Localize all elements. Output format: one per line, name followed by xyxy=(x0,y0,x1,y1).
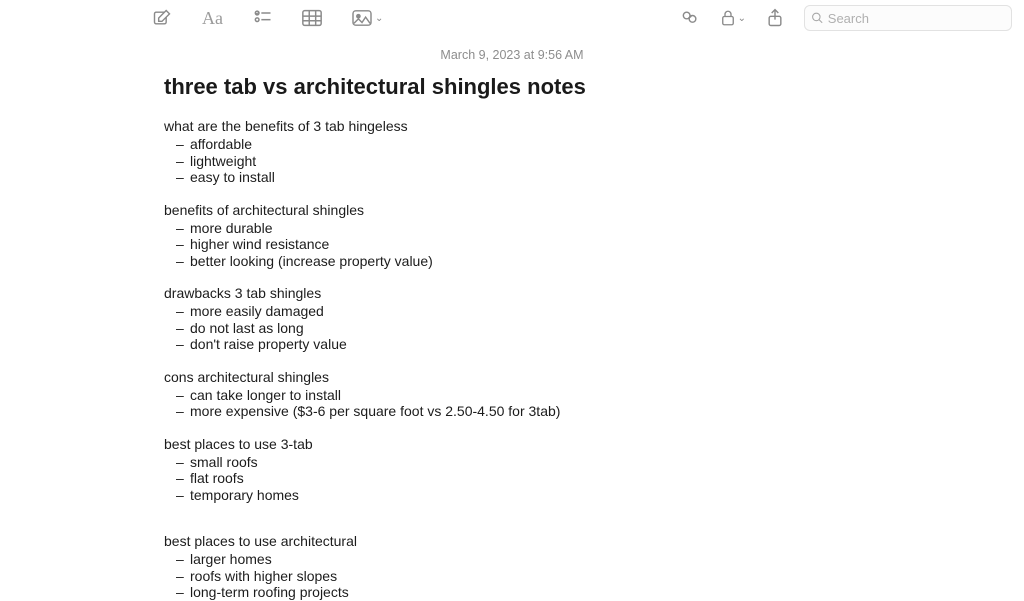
list-item: affordable xyxy=(176,136,860,153)
note-section: best places to use 3-tab small roofsflat … xyxy=(164,436,860,504)
search-input[interactable] xyxy=(828,11,1005,26)
dash-list: larger homesroofs with higher slopeslong… xyxy=(164,551,860,601)
list-item: more durable xyxy=(176,220,860,237)
section-heading: cons architectural shingles xyxy=(164,369,860,385)
dash-list: more easily damageddo not last as longdo… xyxy=(164,303,860,353)
toolbar-right-group: ⌄ xyxy=(680,5,1012,31)
list-item: do not last as long xyxy=(176,320,860,337)
list-item: long-term roofing projects xyxy=(176,584,860,601)
dash-list: small roofsflat roofstemporary homes xyxy=(164,454,860,504)
dash-list: affordablelightweighteasy to install xyxy=(164,136,860,186)
list-item: lightweight xyxy=(176,153,860,170)
toolbar-left-group: Aa ⌄ xyxy=(152,8,383,29)
checklist-icon[interactable] xyxy=(253,8,273,28)
dash-list: more durablehigher wind resistancebetter… xyxy=(164,220,860,270)
chevron-down-icon: ⌄ xyxy=(375,13,383,24)
note-section: what are the benefits of 3 tab hingeless… xyxy=(164,118,860,186)
link-icon[interactable] xyxy=(680,8,700,28)
list-item: higher wind resistance xyxy=(176,236,860,253)
section-heading: drawbacks 3 tab shingles xyxy=(164,285,860,301)
dash-list: can take longer to installmore expensive… xyxy=(164,387,860,420)
list-item: don't raise property value xyxy=(176,336,860,353)
search-icon xyxy=(811,11,824,25)
list-item: more easily damaged xyxy=(176,303,860,320)
list-item: better looking (increase property value) xyxy=(176,253,860,270)
section-heading: best places to use architectural xyxy=(164,533,860,549)
media-icon[interactable]: ⌄ xyxy=(351,9,383,27)
list-item: more expensive ($3-6 per square foot vs … xyxy=(176,403,860,420)
section-heading: benefits of architectural shingles xyxy=(164,202,860,218)
list-item: roofs with higher slopes xyxy=(176,568,860,585)
note-section: drawbacks 3 tab shingles more easily dama… xyxy=(164,285,860,353)
list-item: larger homes xyxy=(176,551,860,568)
note-section: benefits of architectural shingles more d… xyxy=(164,202,860,270)
list-item: can take longer to install xyxy=(176,387,860,404)
list-item: temporary homes xyxy=(176,487,860,504)
section-heading: what are the benefits of 3 tab hingeless xyxy=(164,118,860,134)
compose-icon[interactable] xyxy=(152,8,172,28)
note-title: three tab vs architectural shingles note… xyxy=(164,74,860,100)
list-item: easy to install xyxy=(176,169,860,186)
lock-icon[interactable]: ⌄ xyxy=(720,9,746,27)
chevron-down-icon: ⌄ xyxy=(738,13,746,24)
note-content: March 9, 2023 at 9:56 AM three tab vs ar… xyxy=(0,36,1024,601)
list-item: small roofs xyxy=(176,454,860,471)
note-section: best places to use architectural larger h… xyxy=(164,533,860,601)
share-icon[interactable] xyxy=(766,8,784,28)
note-date: March 9, 2023 at 9:56 AM xyxy=(164,48,860,62)
list-item: flat roofs xyxy=(176,470,860,487)
search-box[interactable] xyxy=(804,5,1012,31)
toolbar: Aa ⌄ xyxy=(0,0,1024,36)
table-icon[interactable] xyxy=(301,8,323,28)
section-heading: best places to use 3-tab xyxy=(164,436,860,452)
note-section: cons architectural shingles can take long… xyxy=(164,369,860,420)
format-icon[interactable]: Aa xyxy=(200,8,225,29)
